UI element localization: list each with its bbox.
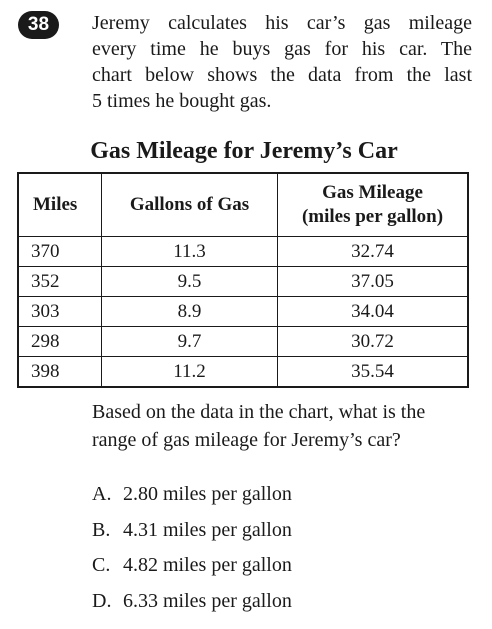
stem-line: every time he buys gas for his car. The: [92, 38, 472, 60]
cell-mileage: 30.72: [277, 326, 469, 357]
choice-text: 6.33 miles per gallon: [123, 589, 292, 612]
table-row: 352 9.5 37.05: [17, 266, 469, 297]
cell-miles: 303: [17, 296, 102, 327]
answer-choice-d[interactable]: D. 6.33 miles per gallon: [92, 586, 472, 622]
cell-gallons: 9.5: [101, 266, 278, 297]
cell-miles: 352: [17, 266, 102, 297]
stem-line: chart below shows the data from the last: [92, 64, 472, 86]
cell-mileage: 35.54: [277, 356, 469, 388]
cell-gallons: 8.9: [101, 296, 278, 327]
answer-choice-c[interactable]: C. 4.82 miles per gallon: [92, 550, 472, 586]
table-row: 398 11.2 35.54: [17, 356, 469, 388]
cell-mileage: 37.05: [277, 266, 469, 297]
cell-miles: 398: [17, 356, 102, 388]
header-gas-mileage-line2: (miles per gallon): [301, 206, 444, 227]
cell-gallons: 9.7: [101, 326, 278, 357]
table-row: 303 8.9 34.04: [17, 296, 469, 327]
choice-letter: B.: [92, 518, 111, 541]
question-stem: Jeremy calculates his car’s gas mileage …: [92, 10, 472, 114]
answer-choice-b[interactable]: B. 4.31 miles per gallon: [92, 515, 472, 551]
choice-text: 4.82 miles per gallon: [123, 554, 292, 576]
stem-line: 5 times he bought gas.: [92, 90, 272, 112]
header-gas-mileage: Gas Mileage (miles per gallon): [277, 172, 469, 237]
header-gas-mileage-line1: Gas Mileage: [322, 182, 423, 203]
cell-gallons: 11.2: [101, 356, 278, 388]
cell-gallons: 11.3: [101, 236, 278, 267]
header-gallons: Gallons of Gas: [101, 172, 278, 237]
table-row: 298 9.7 30.72: [17, 326, 469, 357]
gas-mileage-table: Miles Gallons of Gas Gas Mileage (miles …: [17, 172, 469, 388]
choice-letter: D.: [92, 589, 112, 612]
choice-letter: A.: [92, 483, 112, 505]
question-number-badge: 38: [18, 11, 59, 39]
header-miles: Miles: [17, 172, 102, 237]
table-header-row: Miles Gallons of Gas Gas Mileage (miles …: [17, 172, 469, 237]
cell-mileage: 32.74: [277, 236, 469, 267]
table-row: 370 11.3 32.74: [17, 236, 469, 267]
cell-miles: 298: [17, 326, 102, 357]
stem-line: Jeremy calculates his car’s gas mileage: [92, 12, 472, 34]
choice-letter: C.: [92, 554, 111, 576]
answer-choices: A. 2.80 miles per gallon B. 4.31 miles p…: [92, 479, 472, 621]
answer-choice-a[interactable]: A. 2.80 miles per gallon: [92, 479, 472, 515]
prompt-line: Based on the data in the chart, what is …: [92, 401, 426, 423]
question-prompt: Based on the data in the chart, what is …: [92, 398, 472, 454]
cell-miles: 370: [17, 236, 102, 267]
prompt-line: range of gas mileage for Jeremy’s car?: [92, 429, 401, 451]
cell-mileage: 34.04: [277, 296, 469, 327]
choice-text: 2.80 miles per gallon: [123, 483, 292, 505]
choice-text: 4.31 miles per gallon: [123, 518, 292, 541]
table-title: Gas Mileage for Jeremy’s Car: [90, 138, 398, 164]
